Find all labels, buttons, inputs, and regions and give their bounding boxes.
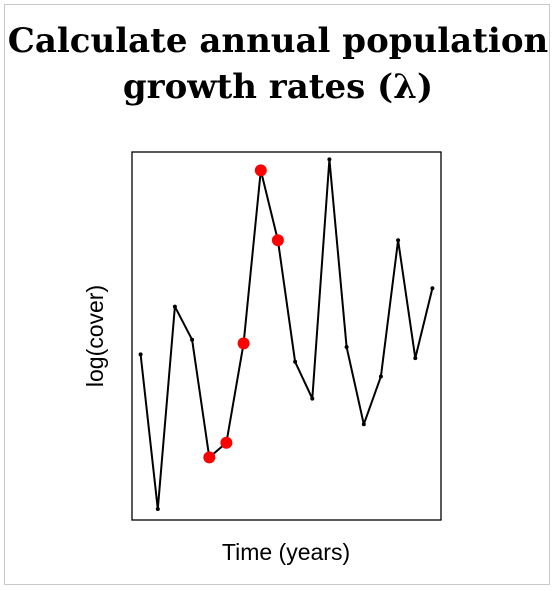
- data-point: [430, 286, 435, 291]
- data-point: [155, 507, 160, 511]
- y-axis-label: log(cover): [82, 285, 108, 387]
- x-axis-label: Time (years): [222, 539, 350, 565]
- data-point: [344, 345, 349, 349]
- chart-marks: [138, 157, 435, 511]
- series-line: [139, 158, 434, 510]
- data-point: [378, 374, 383, 379]
- data-point: [172, 304, 177, 309]
- chart-title: Calculate annual population growth rates…: [0, 18, 556, 110]
- data-point: [293, 359, 298, 364]
- chart-title-line-1: Calculate annual population: [7, 21, 549, 61]
- data-point: [190, 337, 195, 342]
- chart-title-line-2: growth rates (λ): [122, 67, 434, 107]
- data-point: [138, 352, 143, 357]
- data-point: [413, 356, 418, 361]
- data-point: [396, 238, 401, 243]
- highlighted-data-point: [203, 451, 216, 464]
- highlighted-data-point: [271, 234, 284, 247]
- highlighted-data-point: [237, 337, 250, 350]
- highlighted-data-point: [254, 164, 267, 177]
- highlighted-data-point: [220, 436, 233, 449]
- plot-box: [131, 151, 442, 521]
- data-point: [327, 157, 332, 162]
- figure-frame: [4, 4, 550, 585]
- data-point: [361, 422, 366, 427]
- data-point: [310, 396, 315, 401]
